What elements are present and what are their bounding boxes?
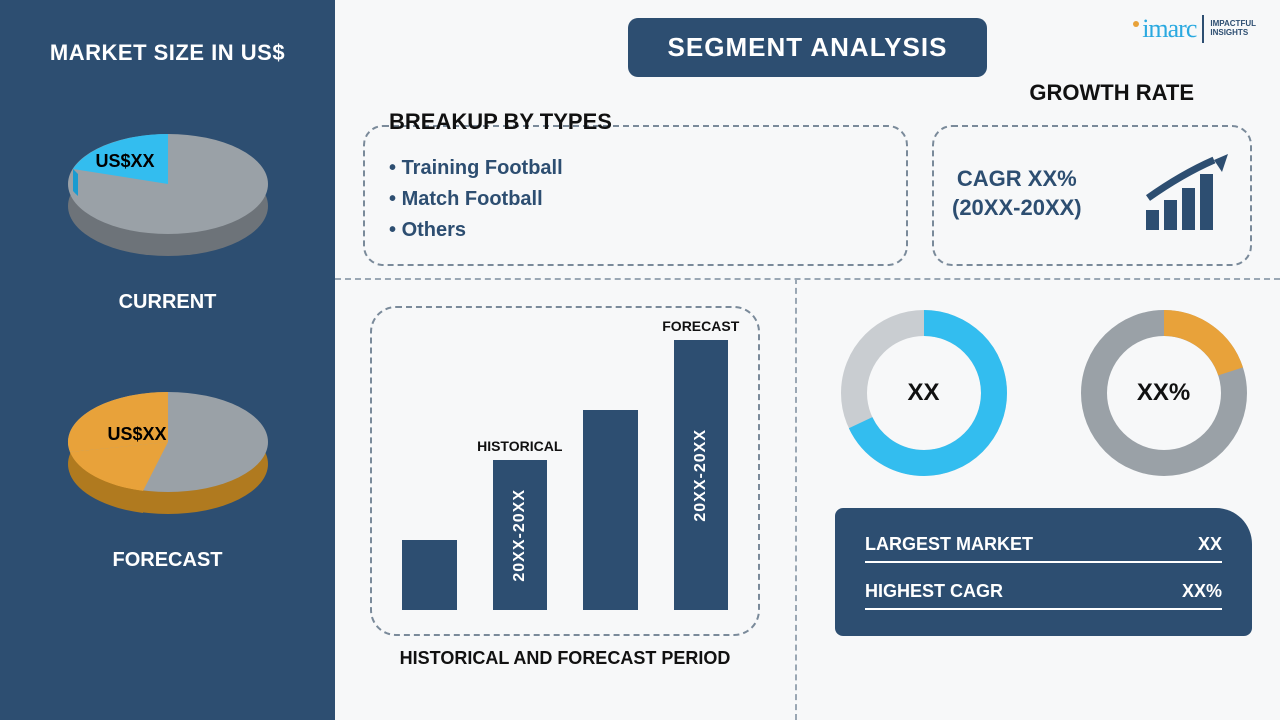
growth-line2: (20XX-20XX)	[952, 195, 1082, 220]
bar	[402, 540, 457, 610]
donuts: XX XX%	[835, 308, 1252, 478]
bottom-right: XX XX% LARGEST MARKET XX HIGHEST CAGR XX…	[795, 278, 1280, 720]
info-row1-label: LARGEST MARKET	[865, 534, 1033, 555]
pie-current-caption: CURRENT	[119, 291, 217, 314]
bottom-row: HISTORICAL20XX-20XXFORECAST20XX-20XX HIS…	[335, 278, 1280, 720]
pie-forecast: US$XX	[48, 354, 288, 534]
growth-text: CAGR XX% (20XX-20XX)	[952, 165, 1082, 222]
bottom-left: HISTORICAL20XX-20XXFORECAST20XX-20XX HIS…	[335, 278, 795, 720]
pie-current-value: US$XX	[96, 151, 155, 172]
bar	[583, 410, 638, 610]
logo: imarc IMPACTFUL INSIGHTS	[1132, 14, 1256, 44]
growth-title: GROWTH RATE	[1029, 80, 1194, 106]
info-divider-1	[865, 561, 1222, 563]
logo-tagline: IMPACTFUL INSIGHTS	[1210, 20, 1256, 38]
bar: HISTORICAL20XX-20XX	[493, 460, 548, 610]
list-item: Match Football	[389, 184, 882, 215]
donut-left-text: XX	[907, 379, 939, 407]
banner-title: SEGMENT ANALYSIS	[628, 18, 988, 77]
donut-right-text: XX%	[1137, 379, 1190, 407]
list-item: Training Football	[389, 153, 882, 184]
sidebar-title: MARKET SIZE IN US$	[50, 40, 285, 66]
breakup-box: BREAKUP BY TYPES Training FootballMatch …	[363, 125, 908, 266]
info-divider-2	[865, 608, 1222, 610]
growth-arrow-icon	[1142, 154, 1232, 234]
growth-box: GROWTH RATE CAGR XX% (20XX-20XX)	[932, 125, 1252, 266]
info-row2-label: HIGHEST CAGR	[865, 581, 1003, 602]
logo-divider	[1202, 15, 1204, 43]
info-row-1: LARGEST MARKET XX	[865, 534, 1222, 555]
list-item: Others	[389, 215, 882, 246]
breakup-list: Training FootballMatch FootballOthers	[389, 153, 882, 246]
info-row2-value: XX%	[1182, 581, 1222, 602]
info-panel: LARGEST MARKET XX HIGHEST CAGR XX%	[835, 508, 1252, 636]
barchart-caption: HISTORICAL AND FORECAST PERIOD	[400, 648, 731, 669]
bar: FORECAST20XX-20XX	[674, 340, 729, 610]
bar-vertical-text: 20XX-20XX	[692, 429, 710, 522]
pie-current-svg	[48, 96, 288, 276]
logo-brand: imarc	[1142, 14, 1196, 44]
banner-row: SEGMENT ANALYSIS imarc IMPACTFUL INSIGHT…	[335, 0, 1280, 83]
info-row1-value: XX	[1198, 534, 1222, 555]
donut-left: XX	[839, 308, 1009, 478]
info-row-2: HIGHEST CAGR XX%	[865, 581, 1222, 602]
breakup-title: BREAKUP BY TYPES	[389, 109, 882, 135]
bar-vertical-text: 20XX-20XX	[511, 489, 529, 582]
main: SEGMENT ANALYSIS imarc IMPACTFUL INSIGHT…	[335, 0, 1280, 720]
bar-top-label: HISTORICAL	[477, 438, 562, 454]
sidebar: MARKET SIZE IN US$ US$XX CURRENT US$XX F…	[0, 0, 335, 720]
growth-line1: CAGR XX%	[957, 166, 1077, 191]
logo-tagline-2: INSIGHTS	[1210, 29, 1256, 38]
logo-dot-icon	[1133, 21, 1139, 27]
barchart: HISTORICAL20XX-20XXFORECAST20XX-20XX	[370, 306, 760, 636]
pie-forecast-svg	[48, 354, 288, 534]
top-row: BREAKUP BY TYPES Training FootballMatch …	[335, 83, 1280, 266]
donut-right: XX%	[1079, 308, 1249, 478]
pie-forecast-value: US$XX	[108, 424, 167, 445]
bar-top-label: FORECAST	[662, 318, 739, 334]
pie-forecast-caption: FORECAST	[113, 549, 223, 572]
pie-current: US$XX	[48, 96, 288, 276]
